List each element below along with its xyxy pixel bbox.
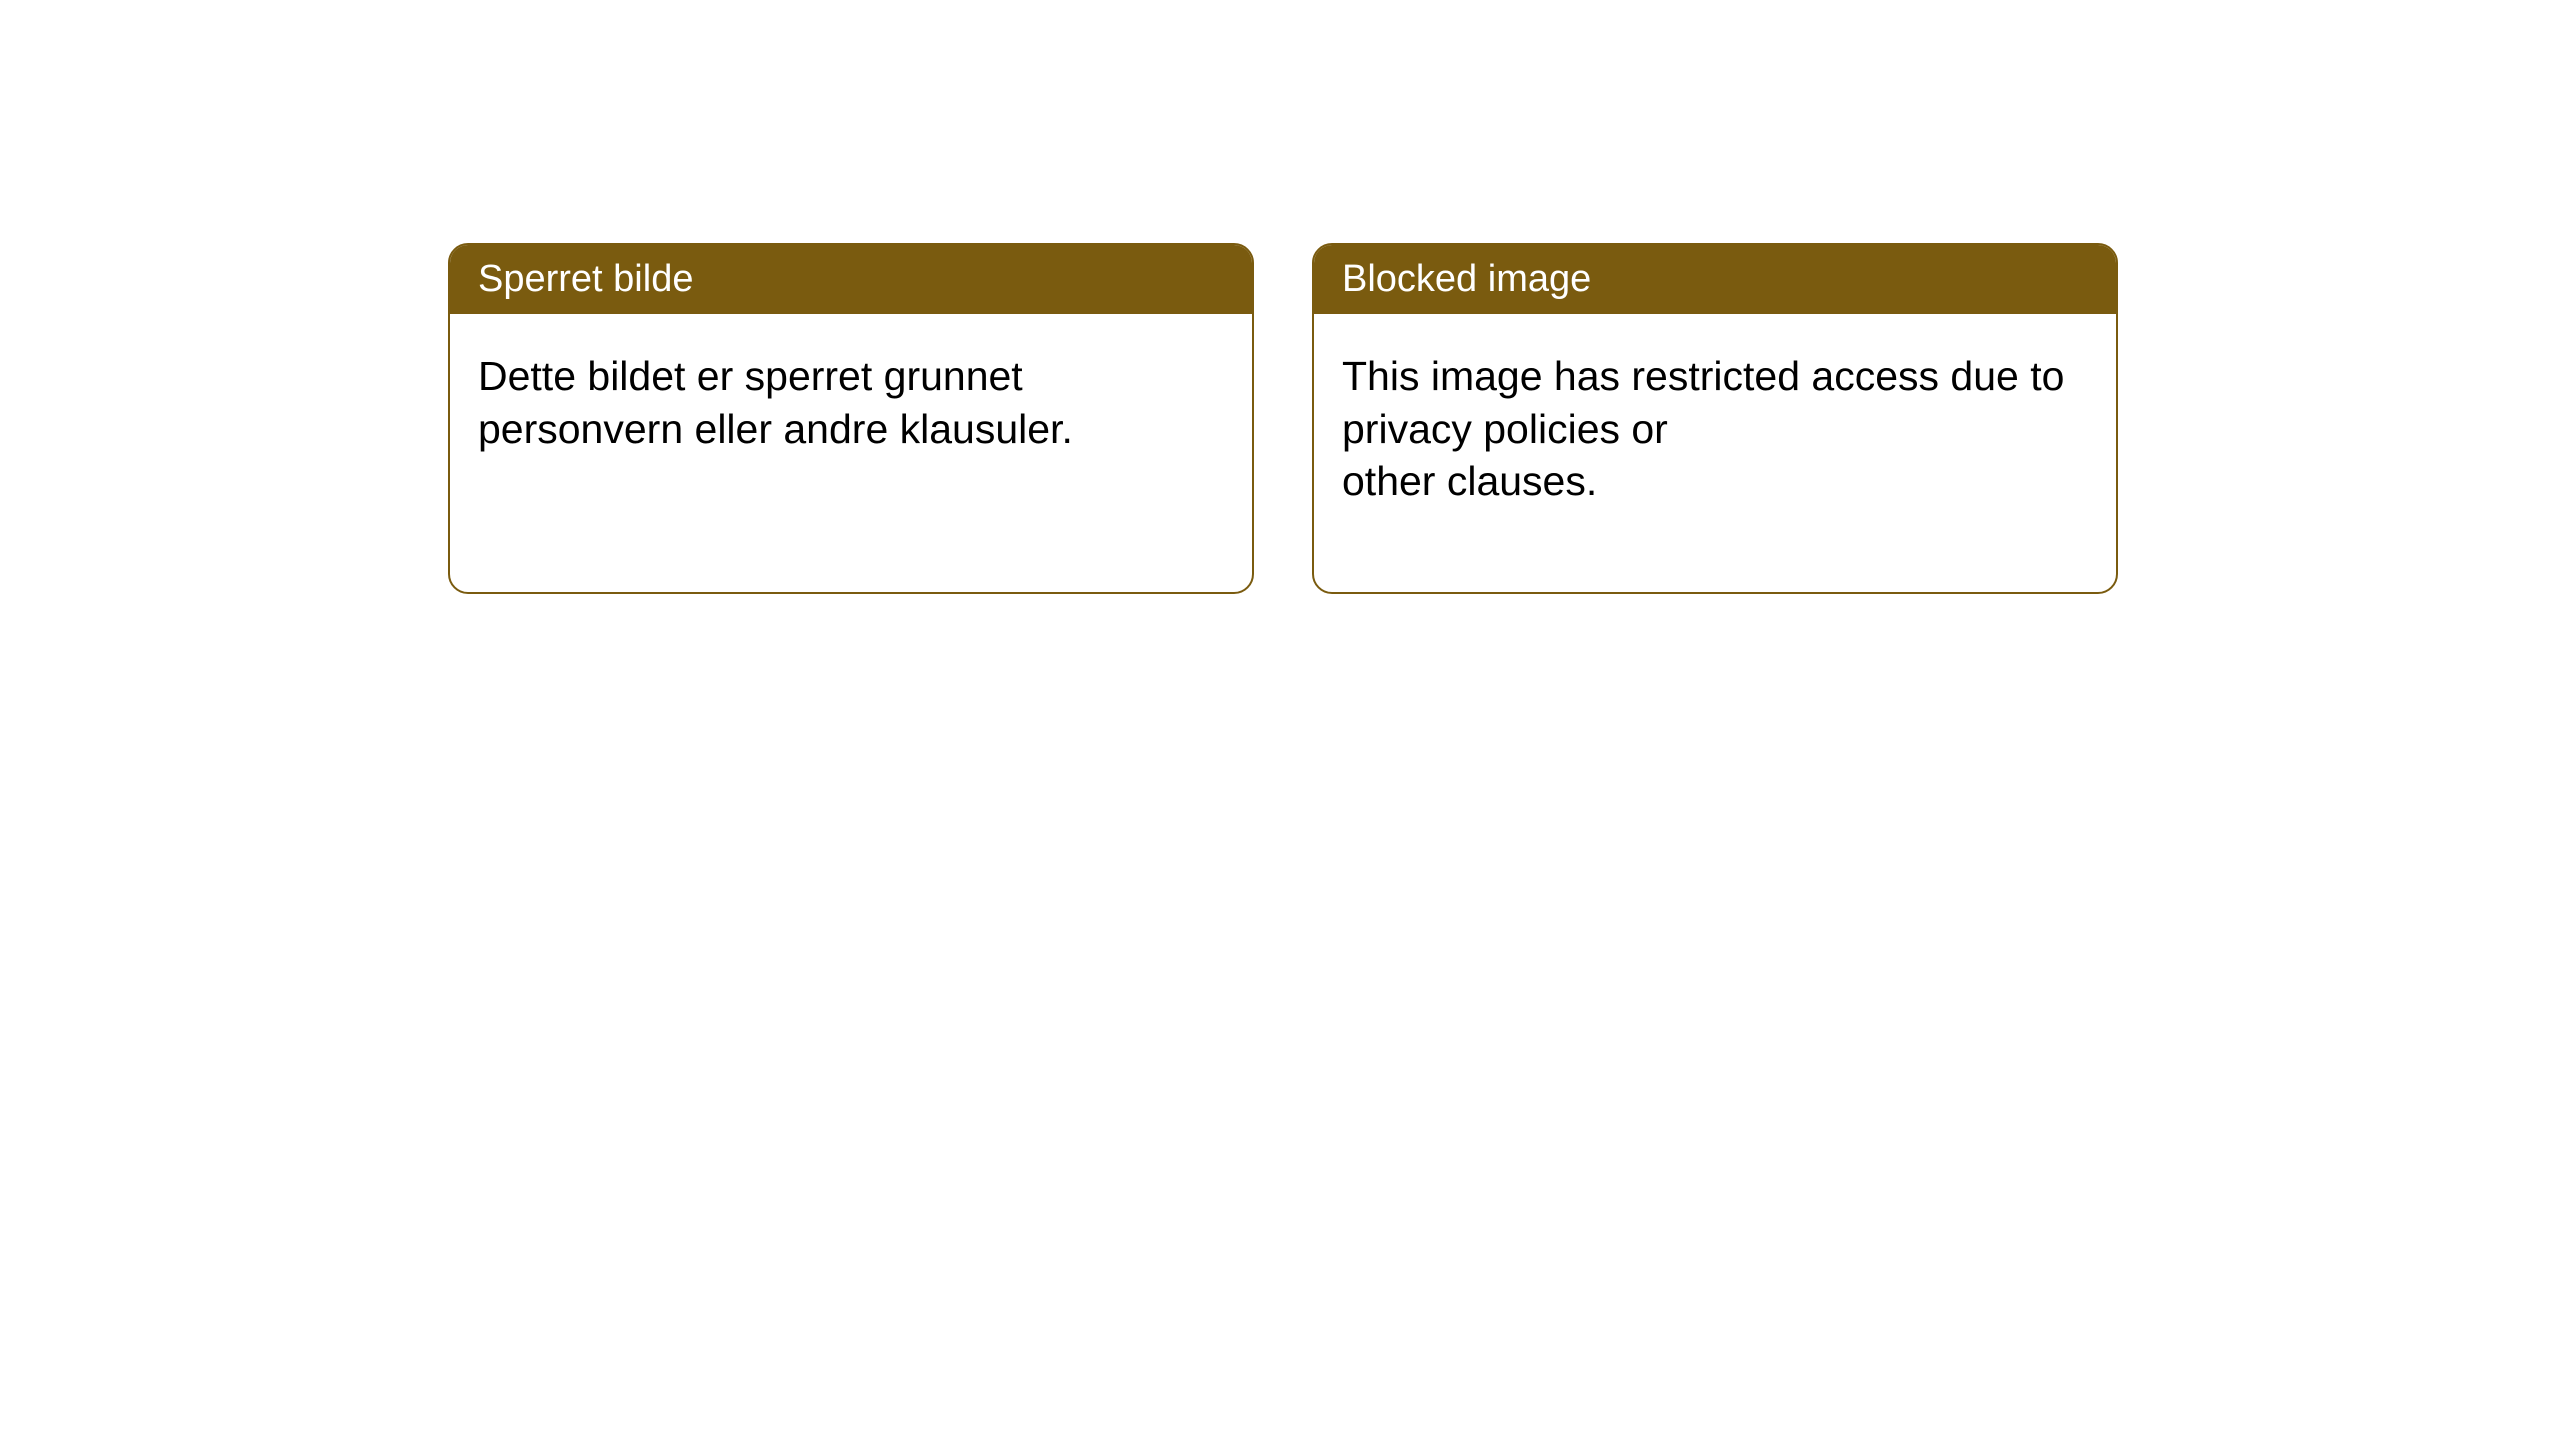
card-body-en: This image has restricted access due to …	[1314, 314, 2116, 592]
card-container: Sperret bilde Dette bildet er sperret gr…	[0, 0, 2560, 594]
blocked-image-card-en: Blocked image This image has restricted …	[1312, 243, 2118, 594]
card-title-en: Blocked image	[1314, 245, 2116, 314]
card-body-no: Dette bildet er sperret grunnet personve…	[450, 314, 1252, 592]
blocked-image-card-no: Sperret bilde Dette bildet er sperret gr…	[448, 243, 1254, 594]
card-title-no: Sperret bilde	[450, 245, 1252, 314]
